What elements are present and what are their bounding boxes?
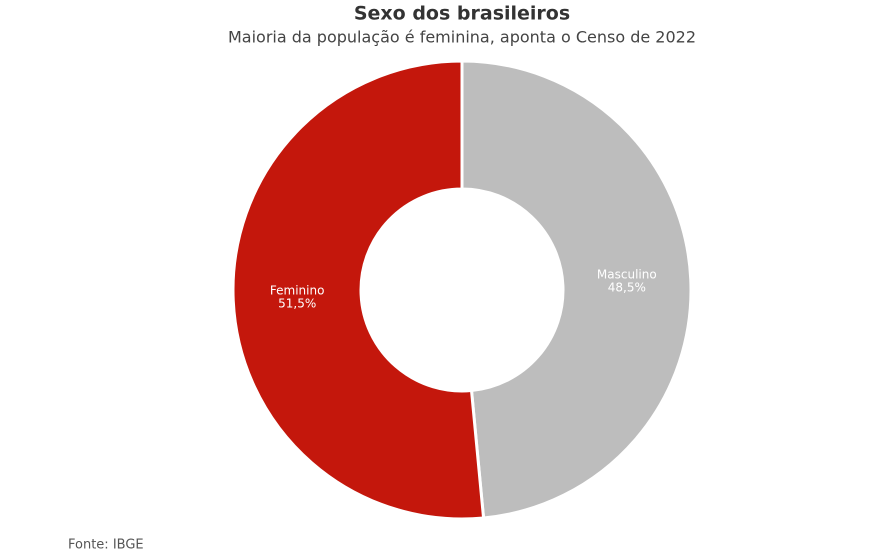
donut-slice [231, 59, 486, 521]
slice-label: Feminino [270, 283, 325, 297]
source: Fonte: IBGE [68, 538, 144, 553]
chart-subtitle: Maioria da população é feminina, aponta … [228, 28, 696, 47]
slice-label: Masculino [597, 268, 657, 282]
slice-value-label: 48,5% [608, 281, 646, 295]
chart-title: Sexo dos brasileiros [354, 3, 570, 25]
slice-value-label: 51,5% [278, 296, 316, 310]
donut-slice [460, 59, 693, 520]
